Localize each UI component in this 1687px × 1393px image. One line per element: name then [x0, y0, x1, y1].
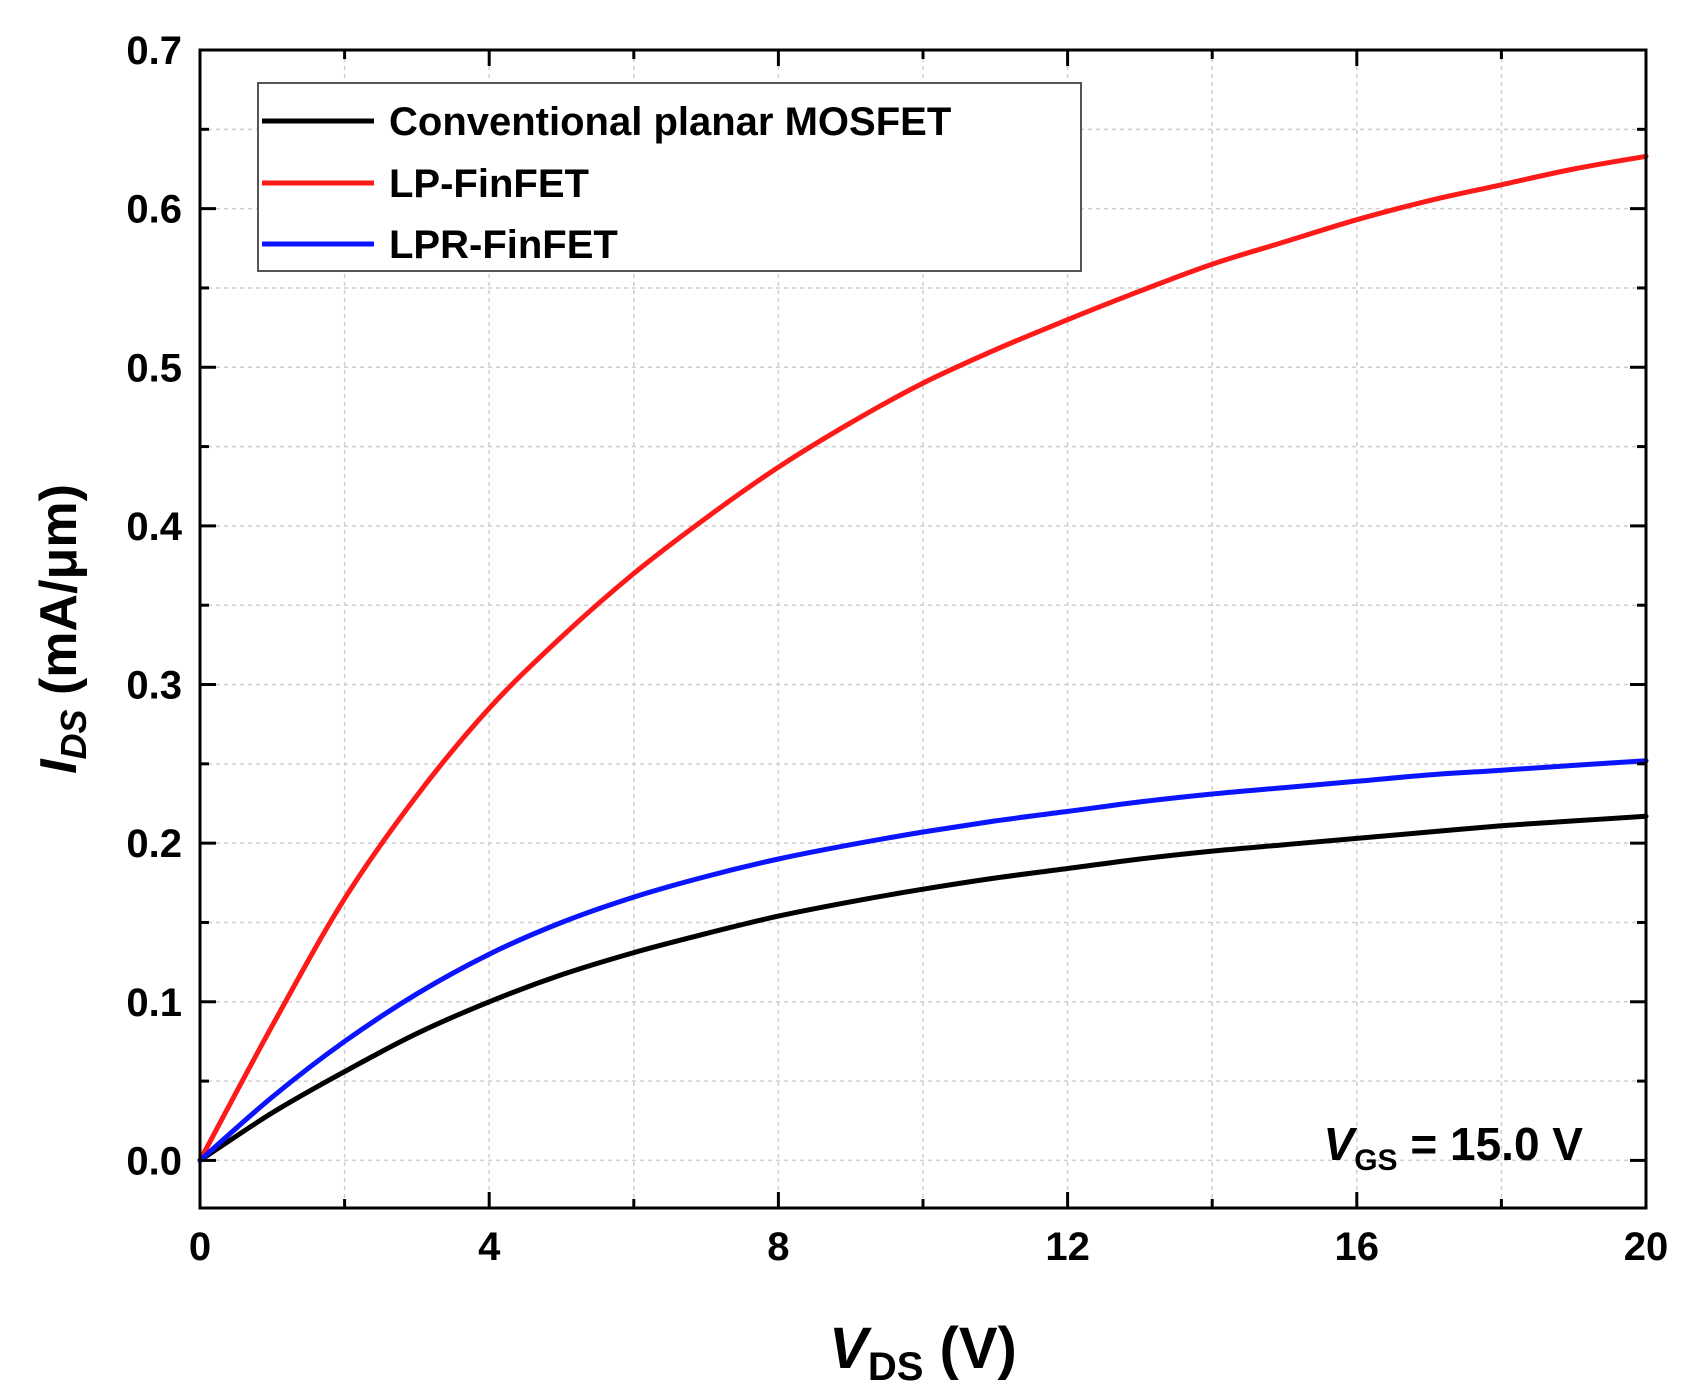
series-line-lp-finfet [197, 153, 1649, 1163]
vgs-annotation-rest: = 15.0 V [1398, 1118, 1584, 1170]
x-axis-title-sub: DS [868, 1345, 924, 1389]
x-tick-label: 12 [1045, 1225, 1090, 1269]
tick-labels: 0 4 8 12 16 20 0.0 0.1 0.2 0.3 0.4 0.5 0.6 0.7 [126, 29, 1668, 1269]
vgs-annotation-sub: GS [1354, 1144, 1397, 1177]
legend-label-conventional-planar-mosfet: Conventional planar MOSFET [389, 100, 951, 144]
y-tick-label: 0.3 [126, 664, 182, 708]
y-axis-title-sub: DS [53, 709, 94, 759]
vgs-annotation: VGS = 15.0 V [1324, 1118, 1584, 1177]
y-axis-title-main: I [30, 758, 88, 774]
y-tick-label: 0.7 [126, 29, 182, 73]
y-tick-label: 0.4 [126, 505, 182, 549]
y-tick-label: 0.6 [126, 188, 182, 232]
vgs-annotation-main: V [1324, 1118, 1358, 1170]
series-layer [197, 153, 1649, 1163]
x-tick-label: 4 [478, 1225, 501, 1269]
y-axis-title: IDS (mA/μm) [30, 484, 94, 774]
y-tick-label: 0.0 [126, 1139, 182, 1183]
legend-items: Conventional planar MOSFET LP-FinFET LPR-F… [262, 100, 951, 267]
series-line-lpr-finfet [197, 758, 1649, 1163]
legend-box [257, 82, 1082, 272]
legend: Conventional planar MOSFET LP-FinFET LPR-F… [257, 82, 1082, 272]
x-tick-label: 8 [767, 1225, 789, 1269]
x-tick-label: 20 [1624, 1225, 1669, 1269]
grid [200, 50, 1646, 1208]
ticks [198, 48, 1648, 1208]
series-line-conventional-planar-mosfet [197, 813, 1649, 1163]
x-axis-title: VDS (V) [829, 1316, 1017, 1389]
legend-label-lp-finfet: LP-FinFET [389, 162, 589, 206]
y-tick-label: 0.1 [126, 981, 182, 1025]
y-tick-label: 0.2 [126, 822, 182, 866]
y-tick-label: 0.5 [126, 346, 182, 390]
y-axis-title-unit: (mA/μm) [30, 484, 88, 709]
x-axis-title-unit: (V) [923, 1316, 1016, 1381]
legend-label-lpr-finfet: LPR-FinFET [389, 223, 618, 267]
x-tick-label: 0 [189, 1225, 211, 1269]
x-axis-title-main: V [829, 1316, 872, 1381]
x-tick-label: 16 [1335, 1225, 1380, 1269]
